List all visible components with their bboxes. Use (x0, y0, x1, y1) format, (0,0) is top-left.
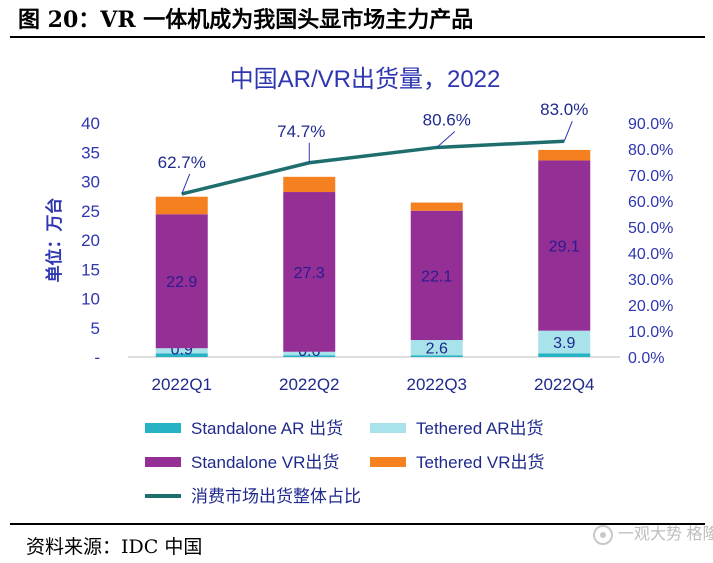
source-note: 资料来源：IDC 中国 (26, 536, 203, 558)
bottom-rule (10, 523, 705, 525)
legend-swatch (370, 423, 406, 433)
y2-tick-label: 40.0% (628, 246, 673, 263)
y2-tick-label: 20.0% (628, 298, 673, 315)
line-data-label: 62.7% (158, 153, 206, 172)
y-tick-label: 25 (81, 202, 100, 221)
x-tick-label: 2022Q2 (279, 375, 340, 394)
bar-tethered-vr出货 (283, 176, 336, 193)
bar-standalone-ar-出货 (538, 353, 591, 357)
x-tick-label: 2022Q1 (152, 375, 213, 394)
bar-standalone-ar-出货 (155, 353, 208, 357)
bar-standalone-ar-出货 (410, 355, 463, 357)
y2-tick-label: 60.0% (628, 194, 673, 211)
bar-tethered-ar出货 (410, 340, 463, 356)
y2-tick-label: 50.0% (628, 220, 673, 237)
watermark: 一观大势 格隆汇 (592, 520, 713, 546)
bar-tethered-vr出货 (410, 202, 463, 211)
bar-data-label: 2.6 (426, 341, 448, 358)
bar-data-label: 29.1 (549, 239, 580, 256)
chart-title: 中国AR/VR出货量，2022 (230, 66, 501, 93)
legend-label: 消费市场出货整体占比 (191, 487, 361, 506)
line-label-leader (181, 173, 191, 195)
y2-tick-label: 10.0% (628, 324, 673, 341)
bar-data-label: 22.9 (166, 274, 197, 291)
y-tick-label: - (94, 348, 100, 367)
bar-standalone-vr出货 (538, 160, 591, 331)
bar-data-label: 22.1 (421, 268, 452, 285)
y-tick-label: 10 (81, 290, 100, 309)
bar-standalone-ar-出货 (283, 355, 336, 357)
bar-tethered-ar出货 (283, 351, 336, 356)
y2-tick-label: 90.0% (628, 116, 673, 133)
y2-tick-label: 0.0% (628, 350, 664, 367)
bar-standalone-vr出货 (155, 214, 208, 349)
legend-label: Tethered AR出货 (416, 419, 544, 438)
bar-data-label: 27.3 (294, 265, 325, 282)
legend-label: Tethered VR出货 (416, 453, 545, 472)
y-tick-label: 40 (81, 114, 100, 133)
y-axis-label: 单位：万台 (44, 198, 64, 283)
line-label-leader (563, 121, 573, 142)
x-tick-label: 2022Q4 (534, 375, 595, 394)
watermark-logo-icon (593, 524, 613, 545)
share-line (181, 139, 565, 196)
y-tick-label: 20 (81, 231, 100, 250)
y-tick-label: 5 (91, 319, 100, 338)
line-data-label: 80.6% (423, 110, 471, 129)
bar-tethered-ar出货 (538, 330, 591, 354)
y2-tick-label: 30.0% (628, 272, 673, 289)
y-tick-label: 35 (81, 143, 100, 162)
bar-data-label: 3.9 (553, 335, 575, 352)
legend-label: Standalone AR 出货 (191, 419, 343, 438)
y-tick-label: 15 (81, 260, 100, 279)
bar-standalone-vr出货 (410, 210, 463, 341)
legend-swatch (370, 457, 406, 467)
watermark-text: 一观大势 格隆汇 (618, 526, 713, 543)
y2-tick-label: 70.0% (628, 168, 673, 185)
bar-tethered-vr出货 (155, 196, 208, 215)
legend-swatch (145, 423, 181, 433)
line-label-leader (436, 131, 456, 148)
y-tick-label: 30 (81, 173, 100, 192)
x-tick-label: 2022Q3 (407, 375, 468, 394)
figure-title: 图 20：VR 一体机成为我国头显市场主力产品 (18, 7, 474, 33)
bar-tethered-ar出货 (155, 348, 208, 354)
top-rule (10, 36, 705, 38)
line-data-label: 74.7% (277, 122, 325, 141)
legend-swatch (145, 457, 181, 467)
line-data-label: 83.0% (540, 100, 588, 119)
legend-label: Standalone VR出货 (191, 453, 339, 472)
bar-standalone-vr出货 (283, 192, 336, 352)
y2-tick-label: 80.0% (628, 142, 673, 159)
bar-tethered-vr出货 (538, 149, 591, 161)
